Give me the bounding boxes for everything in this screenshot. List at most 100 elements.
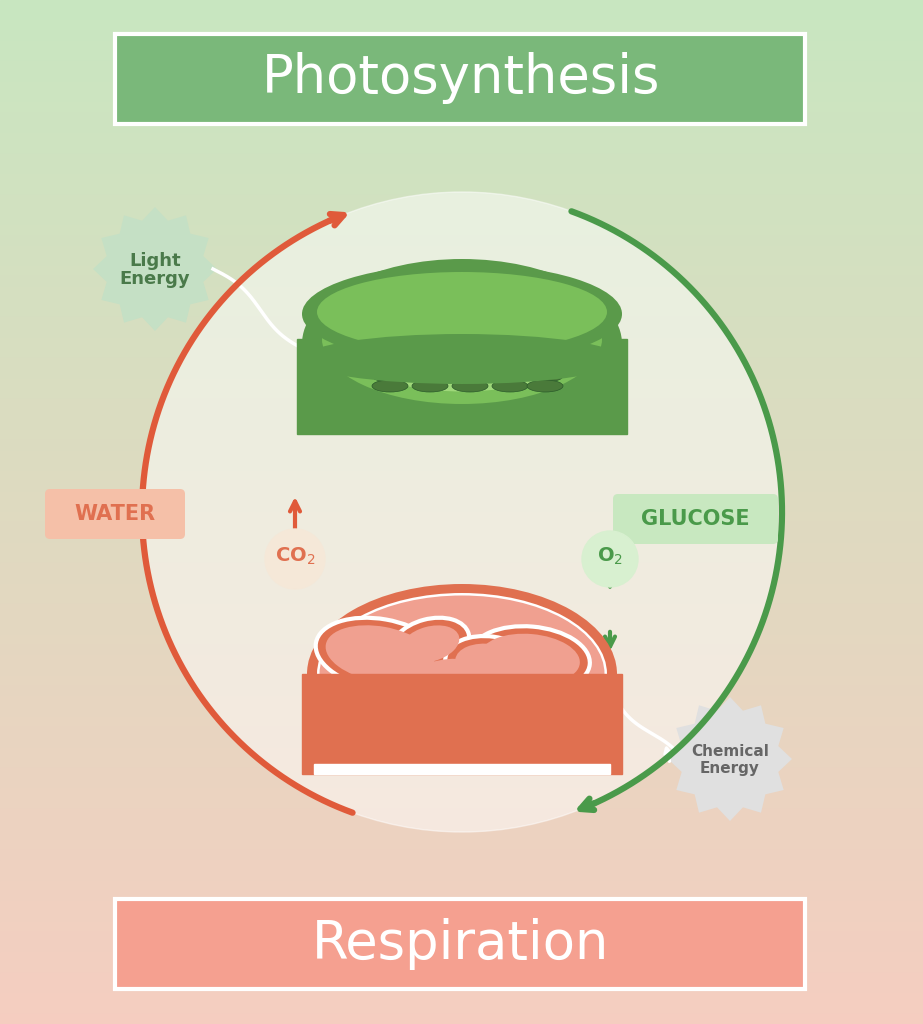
Bar [0,102,923,113]
Ellipse shape [455,644,525,684]
Bar [297,339,627,434]
Polygon shape [93,207,217,331]
Ellipse shape [326,626,435,683]
Ellipse shape [317,272,607,352]
Bar [0,307,923,317]
Ellipse shape [492,350,528,362]
Text: WATER: WATER [75,504,156,524]
Bar [0,758,923,768]
Bar [0,1014,923,1024]
Bar [0,819,923,829]
Bar [0,788,923,799]
Bar [0,379,923,389]
FancyBboxPatch shape [45,489,185,539]
Ellipse shape [307,584,617,764]
Bar [0,154,923,164]
Ellipse shape [480,634,580,684]
Bar [0,942,923,952]
Bar [0,410,923,420]
Text: Photosynthesis: Photosynthesis [262,52,660,104]
Bar [0,20,923,31]
Ellipse shape [527,370,563,382]
Ellipse shape [412,380,448,392]
Bar [0,133,923,143]
Circle shape [582,531,638,587]
Ellipse shape [405,658,495,710]
Bar [0,1004,923,1014]
Ellipse shape [372,350,408,362]
Bar [0,584,923,594]
Bar [0,451,923,461]
Bar [0,860,923,870]
FancyBboxPatch shape [115,34,805,124]
Ellipse shape [452,350,488,362]
Ellipse shape [302,264,622,364]
Ellipse shape [412,360,448,372]
Bar [0,973,923,983]
Bar [0,717,923,727]
Bar [0,850,923,860]
Ellipse shape [319,596,605,753]
Bar [0,317,923,328]
Bar [0,625,923,635]
Bar [0,338,923,348]
Polygon shape [668,697,792,821]
Bar [0,563,923,573]
Ellipse shape [401,626,460,663]
Bar [0,471,923,481]
Bar [0,840,923,850]
Bar [0,328,923,338]
Bar [0,287,923,297]
Bar [0,399,923,410]
Bar [0,891,923,901]
Bar [0,61,923,72]
Bar [0,143,923,154]
Ellipse shape [372,360,408,372]
Bar [0,768,923,778]
Bar [0,502,923,512]
Bar [0,440,923,451]
Ellipse shape [337,287,587,391]
Ellipse shape [390,617,469,671]
Bar [0,666,923,676]
Bar [0,205,923,215]
Bar [0,748,923,758]
Bar [0,276,923,287]
Bar [0,676,923,686]
Bar [0,492,923,502]
Bar [0,215,923,225]
Bar [0,799,923,809]
Bar [0,420,923,430]
Text: O$_2$: O$_2$ [597,546,623,566]
Ellipse shape [470,627,590,692]
Ellipse shape [395,651,505,717]
Bar [0,922,923,932]
Text: Respiration: Respiration [312,918,610,970]
Bar [0,113,923,123]
Bar [0,123,923,133]
Bar [0,594,923,604]
Bar [0,696,923,707]
Ellipse shape [492,380,528,392]
Ellipse shape [527,350,563,362]
Ellipse shape [452,360,488,372]
Bar [0,225,923,236]
FancyBboxPatch shape [115,899,805,989]
Ellipse shape [445,636,534,692]
Bar [0,543,923,553]
Bar [0,983,923,993]
Bar [0,236,923,246]
Bar [0,932,923,942]
Bar [0,369,923,379]
Bar [0,737,923,748]
Bar [0,522,923,532]
Bar [0,51,923,61]
Bar [0,348,923,358]
Bar [0,870,923,881]
Ellipse shape [302,334,622,384]
Bar [0,174,923,184]
Text: Chemical: Chemical [691,743,769,759]
Bar [0,266,923,276]
Bar [0,31,923,41]
Ellipse shape [316,617,444,690]
